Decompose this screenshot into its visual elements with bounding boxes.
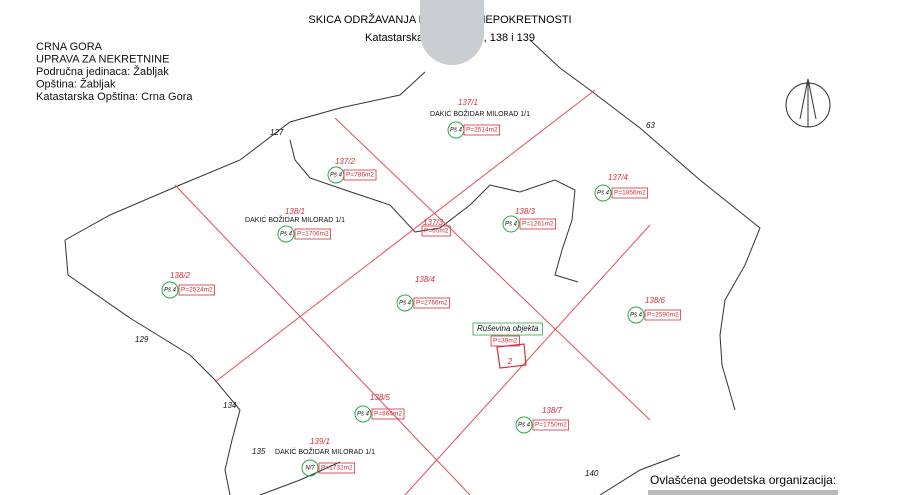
road-number: 127 [270,128,284,137]
header-line: CRNA GORA [36,41,103,53]
parcel-number: 137/2 [335,157,356,166]
parcel-number: 139/1 [310,437,330,446]
area-box [519,218,557,230]
area-box [644,309,682,321]
area: P=1750m2 [535,422,567,429]
header-line: Katastarska Opština: Crna Gora [36,91,193,103]
parcel-number: 138/5 [370,393,391,402]
area: P=2590m2 [647,312,679,319]
culture: Pš 4 [450,128,463,134]
parcel-number: 138/6 [645,296,666,305]
parcel-number: 137/3 [423,218,444,227]
organization: Ovlašćena geodetska organizacija: [650,473,836,487]
culture-circle [354,405,372,423]
area: P=2514m2 [466,127,498,134]
header-line: Opština: Žabljak [36,77,116,90]
parcel-number: 138/3 [515,207,536,216]
road-number: 129 [135,335,149,344]
area: P=1856m2 [614,190,646,197]
culture: Pš 4 [164,288,177,294]
area-box [294,228,332,240]
area: P=1732m2 [321,465,353,472]
parcel-number: 138/1 [285,207,305,216]
header-line: Područna jedinaca: Žabljak [36,65,169,78]
culture: Pš 4 [399,301,412,307]
owner: DAKIĆ BOŽIDAR MILORAD 1/1 [245,215,345,224]
cut-text [648,490,838,495]
parcel-number: 138/7 [542,406,563,415]
area-box [611,187,649,199]
area-box [371,408,405,420]
area-box [178,284,216,296]
overlay-blob [420,0,484,33]
road-number: 135 [252,447,266,456]
culture: N/7 [305,466,315,472]
area: P=1261m2 [522,221,554,228]
area: P=864m2 [374,411,402,418]
building [496,343,527,369]
building-area: P=39m2 [493,338,518,345]
area-box [318,462,356,474]
area: P=1706m2 [297,231,329,238]
area-box [421,225,451,237]
parcel-number: 138/4 [415,275,436,284]
owner: DAKIĆ BOŽIDAR MILORAD 1/1 [430,109,530,118]
culture-circle [515,416,533,434]
culture-circle [301,459,319,477]
culture-circle [594,184,612,202]
header-line: UPRAVA ZA NEKRETNINE [36,53,169,65]
area-box [343,169,377,181]
area: P=65m2 [424,228,449,235]
culture-circle [161,281,179,299]
area-box [413,297,451,309]
culture: Pš 4 [518,423,531,429]
area: P=2524m2 [181,287,213,294]
culture-circle [277,225,295,243]
parcel-number: 137/4 [608,173,629,182]
culture: Pš 4 [630,313,643,319]
building-label: Ruševina objekta [477,324,539,333]
building-number: 2 [507,357,513,366]
culture-circle [396,294,414,312]
culture: Pš 4 [330,173,343,179]
owner: DAKIĆ BOŽIDAR MILORAD 1/1 [275,447,375,456]
parcel-number: 138/2 [170,271,191,280]
culture: Pš 4 [280,232,293,238]
area: P=786m2 [346,172,374,179]
building-label-box [472,322,543,336]
culture-circle [627,306,645,324]
parcel-number: 137/1 [458,98,478,107]
road-number: 134 [223,401,237,410]
road-number: 140 [585,469,599,478]
parcel-lines [174,89,651,495]
road-number: 63 [646,121,655,130]
area-box [463,124,501,136]
culture: Pš 4 [357,412,370,418]
area: P=2766m2 [416,300,448,307]
culture: Pš 4 [505,222,518,228]
culture: Pš 4 [597,191,610,197]
culture-circle [502,215,520,233]
boundaries [64,39,761,495]
area-box [532,419,570,431]
north-arrow [785,78,831,128]
